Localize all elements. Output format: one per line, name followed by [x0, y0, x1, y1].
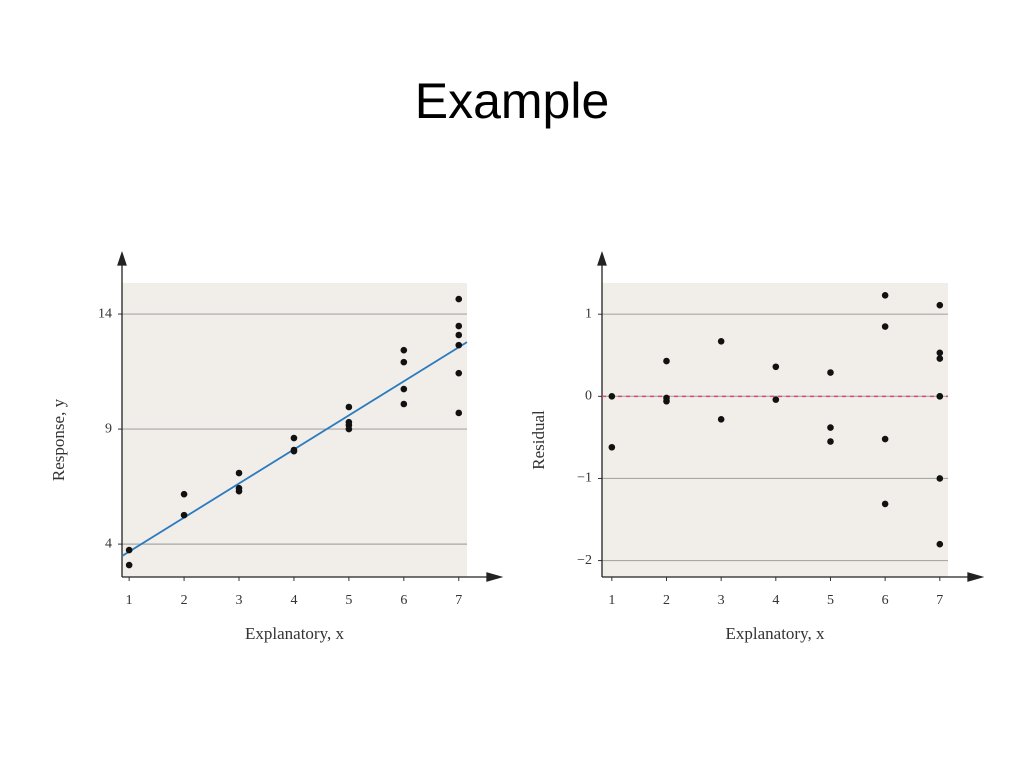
data-point [455, 322, 463, 330]
data-point [936, 301, 944, 309]
data-point [827, 424, 834, 431]
data-point [400, 400, 408, 408]
data-point [455, 295, 463, 303]
data-point [290, 434, 298, 442]
x-tick-label: 4 [290, 593, 297, 608]
x-axis [122, 572, 504, 582]
y-tick-label: 1 [585, 306, 592, 321]
data-point [936, 393, 944, 400]
data-point [936, 355, 944, 362]
data-point [936, 540, 944, 548]
x-tick-label: 5 [827, 593, 834, 608]
data-point [180, 490, 188, 498]
data-point [881, 323, 889, 330]
x-tick-label: 3 [718, 593, 725, 608]
data-point [400, 358, 408, 366]
y-tick-label: 9 [105, 421, 112, 436]
x-tick-label: 2 [663, 593, 670, 608]
x-tick-label: 5 [345, 593, 352, 608]
data-point [235, 487, 243, 495]
y-tick-label: 0 [585, 389, 592, 404]
data-point [717, 338, 725, 345]
data-point [881, 292, 889, 299]
x-tick-label: 7 [936, 593, 943, 608]
data-point [345, 403, 353, 411]
data-point [717, 416, 725, 423]
data-point [881, 500, 889, 508]
data-point [608, 443, 616, 451]
plot-area [122, 283, 467, 577]
x-tick-label: 4 [772, 593, 779, 608]
data-point [125, 546, 133, 554]
x-tick-label: 2 [181, 593, 188, 608]
data-point [827, 438, 834, 445]
y-axis-label: Response, y [49, 398, 68, 481]
plot-area [602, 283, 948, 577]
data-point [827, 369, 834, 376]
data-point [455, 409, 463, 417]
x-axis-label: Explanatory, x [726, 624, 825, 643]
data-point [936, 349, 944, 357]
x-tick-label: 6 [882, 593, 889, 608]
y-axis-label: Residual [529, 410, 548, 470]
data-point [455, 331, 463, 339]
x-tick-label: 7 [455, 593, 462, 608]
x-tick-label: 1 [126, 593, 133, 608]
data-point [400, 385, 408, 393]
slide-title: Example [415, 73, 610, 129]
data-point [455, 369, 463, 377]
data-point [772, 396, 780, 403]
data-point [608, 393, 616, 400]
data-point [400, 346, 408, 354]
y-axis [597, 250, 607, 577]
y-tick-label: 4 [105, 536, 112, 551]
x-tick-label: 6 [400, 593, 407, 608]
x-axis-label: Explanatory, x [245, 624, 344, 643]
data-point [663, 357, 670, 365]
data-point [881, 435, 889, 443]
data-point [290, 447, 298, 455]
data-point [663, 397, 670, 405]
data-point [772, 363, 780, 371]
y-tick-label: −1 [577, 471, 592, 486]
data-point [125, 561, 133, 569]
data-point [235, 469, 243, 477]
x-axis [602, 572, 985, 582]
data-point [345, 425, 353, 433]
x-tick-label: 1 [608, 593, 615, 608]
data-point [936, 475, 944, 482]
data-point [180, 511, 188, 519]
y-tick-label: −2 [577, 553, 592, 568]
y-tick-label: 14 [98, 306, 112, 321]
y-axis [117, 250, 127, 577]
data-point [455, 341, 463, 349]
x-tick-label: 3 [236, 593, 243, 608]
